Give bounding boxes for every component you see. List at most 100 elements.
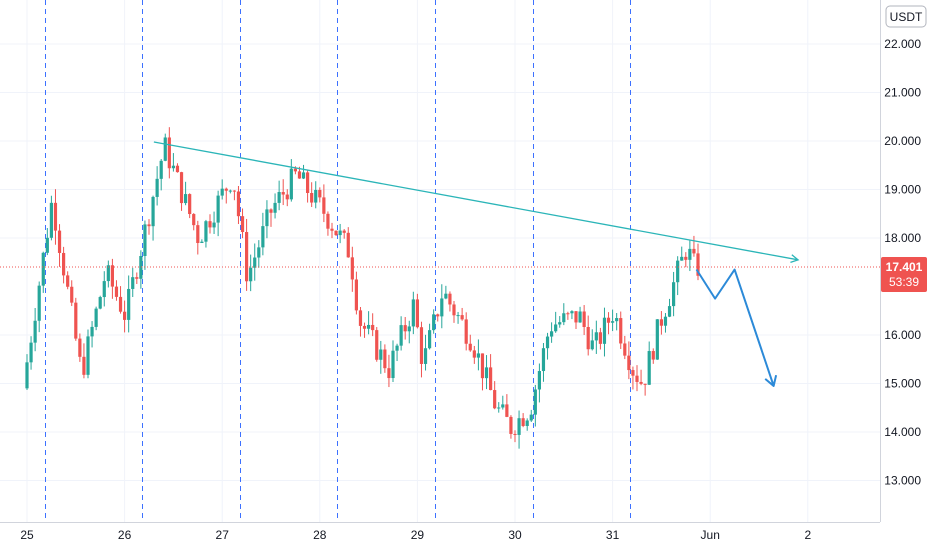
candle <box>611 309 615 332</box>
price-tick-label: 19.000 <box>884 183 921 197</box>
candle <box>460 307 464 321</box>
candle <box>493 381 497 410</box>
candle <box>371 313 375 337</box>
candle-body <box>688 248 692 260</box>
candle-body <box>619 318 623 344</box>
candle <box>200 239 204 244</box>
candle <box>114 280 119 301</box>
candle <box>245 218 249 291</box>
price-tick-label: 20.000 <box>884 134 921 148</box>
candle-body <box>131 277 135 289</box>
candle-body <box>452 304 456 316</box>
candle-body <box>289 168 293 200</box>
candle-body <box>627 355 631 371</box>
candle-body <box>257 247 261 258</box>
candle-body <box>676 260 680 283</box>
candle-body <box>476 353 480 358</box>
projection-path[interactable] <box>695 268 775 387</box>
candle-body <box>696 253 700 276</box>
candle <box>362 322 367 338</box>
candle <box>672 271 676 317</box>
candle <box>314 181 318 209</box>
time-tick-label: 28 <box>313 528 327 542</box>
trendline[interactable] <box>153 141 799 261</box>
candle <box>578 306 582 323</box>
candle-body <box>236 191 241 217</box>
candle-body <box>517 418 521 435</box>
candle <box>45 228 49 256</box>
candle <box>375 327 379 362</box>
candle <box>310 182 314 207</box>
candle <box>517 410 521 449</box>
candle <box>436 313 440 322</box>
time-axis[interactable] <box>0 522 932 550</box>
candle <box>102 271 106 307</box>
candle-body <box>655 319 659 360</box>
candle <box>448 291 452 312</box>
trendline-drawing[interactable] <box>153 141 800 263</box>
candle <box>566 311 570 320</box>
candle-body <box>623 343 627 356</box>
candle <box>49 195 53 241</box>
candle <box>74 297 78 341</box>
candle-body <box>480 353 485 379</box>
candle-body <box>590 340 594 350</box>
candle-body <box>574 311 578 323</box>
candle-body <box>310 193 314 203</box>
candle-body <box>82 356 86 375</box>
candle <box>106 260 110 288</box>
time-axis-labels: 25 26 27 28 29 30 31 Jun 2 <box>20 528 811 542</box>
time-tick-label: 27 <box>216 528 230 542</box>
candle <box>66 271 70 290</box>
candle-body <box>428 330 432 349</box>
candle-body <box>301 172 306 179</box>
price-tick-label: 13.000 <box>884 474 921 488</box>
projection-arrow[interactable] <box>695 268 778 387</box>
candle <box>415 293 419 329</box>
candle-body <box>509 416 513 434</box>
candle-body <box>318 189 322 198</box>
candle-body <box>208 221 212 228</box>
candle <box>476 339 480 371</box>
candle-body <box>143 224 147 257</box>
time-tick-label: 30 <box>508 528 522 542</box>
candle-body <box>188 194 192 215</box>
projection-arrowhead <box>764 374 778 387</box>
candle <box>322 184 326 223</box>
candle <box>533 384 537 427</box>
candle-body <box>159 160 163 179</box>
candle <box>480 353 485 391</box>
candle <box>399 316 403 351</box>
candle <box>379 340 383 374</box>
candle-body <box>399 325 403 346</box>
candle <box>277 180 281 211</box>
candle-body <box>497 407 501 409</box>
candle-body <box>407 326 411 332</box>
candle-body <box>147 224 151 227</box>
candle-body <box>41 252 45 286</box>
candle <box>208 214 212 234</box>
candle-body <box>179 172 184 204</box>
candle <box>175 163 180 173</box>
candle-body <box>647 351 651 385</box>
candle <box>118 286 123 314</box>
candle <box>440 284 444 329</box>
currency-label: USDT <box>890 10 923 24</box>
candle <box>163 133 167 162</box>
currency-button[interactable]: USDT <box>885 5 927 28</box>
candle <box>468 334 472 352</box>
candle <box>680 246 684 261</box>
candle-body <box>423 348 428 364</box>
candle-body <box>582 311 586 327</box>
candle-body <box>29 342 33 363</box>
candle-body <box>472 350 476 358</box>
candle-body <box>338 230 342 236</box>
candle-body <box>684 256 688 260</box>
candle <box>151 195 155 241</box>
candle <box>338 223 342 244</box>
candle-body <box>419 327 424 364</box>
candle <box>110 258 114 299</box>
candle <box>586 315 590 356</box>
candle-body <box>484 367 489 379</box>
